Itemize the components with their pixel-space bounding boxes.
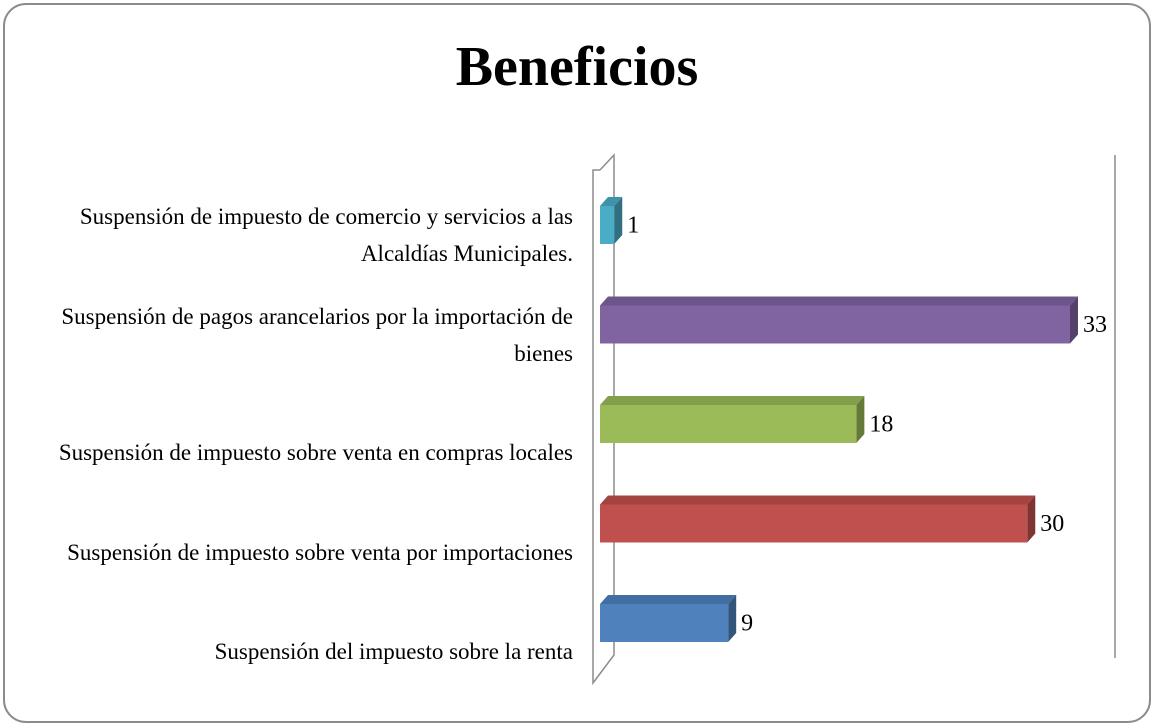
bar-top: [600, 197, 623, 206]
bar-side: [1027, 495, 1036, 543]
bar: [600, 604, 729, 642]
category-label: Suspensión de pagos arancelarios por la …: [61, 303, 573, 366]
bar-side: [856, 396, 865, 443]
bar: [600, 504, 1028, 543]
category-label: Suspensión de impuesto sobre venta por i…: [67, 539, 573, 565]
bar-top: [600, 396, 865, 405]
bar-side: [728, 595, 737, 642]
bar-top: [600, 296, 1078, 306]
bar: [600, 405, 857, 443]
value-label: 1: [627, 213, 639, 239]
bar-top: [600, 495, 1036, 505]
value-label: 9: [741, 611, 753, 637]
value-label: 30: [1040, 511, 1064, 537]
chart-title: Beneficios: [456, 36, 699, 98]
bar: [600, 206, 615, 244]
category-label: Suspensión de impuesto de comercio y ser…: [79, 204, 573, 266]
bar-top: [600, 595, 737, 604]
category-label: Suspensión del impuesto sobre la renta: [214, 639, 573, 664]
bar-side: [614, 197, 623, 244]
bar: [600, 305, 1070, 344]
side-wall: [592, 153, 615, 686]
bar-side: [1070, 296, 1078, 344]
value-label: 18: [869, 412, 893, 438]
category-label: Suspensión de impuesto sobre venta en co…: [58, 440, 573, 465]
value-label: 33: [1083, 312, 1107, 338]
